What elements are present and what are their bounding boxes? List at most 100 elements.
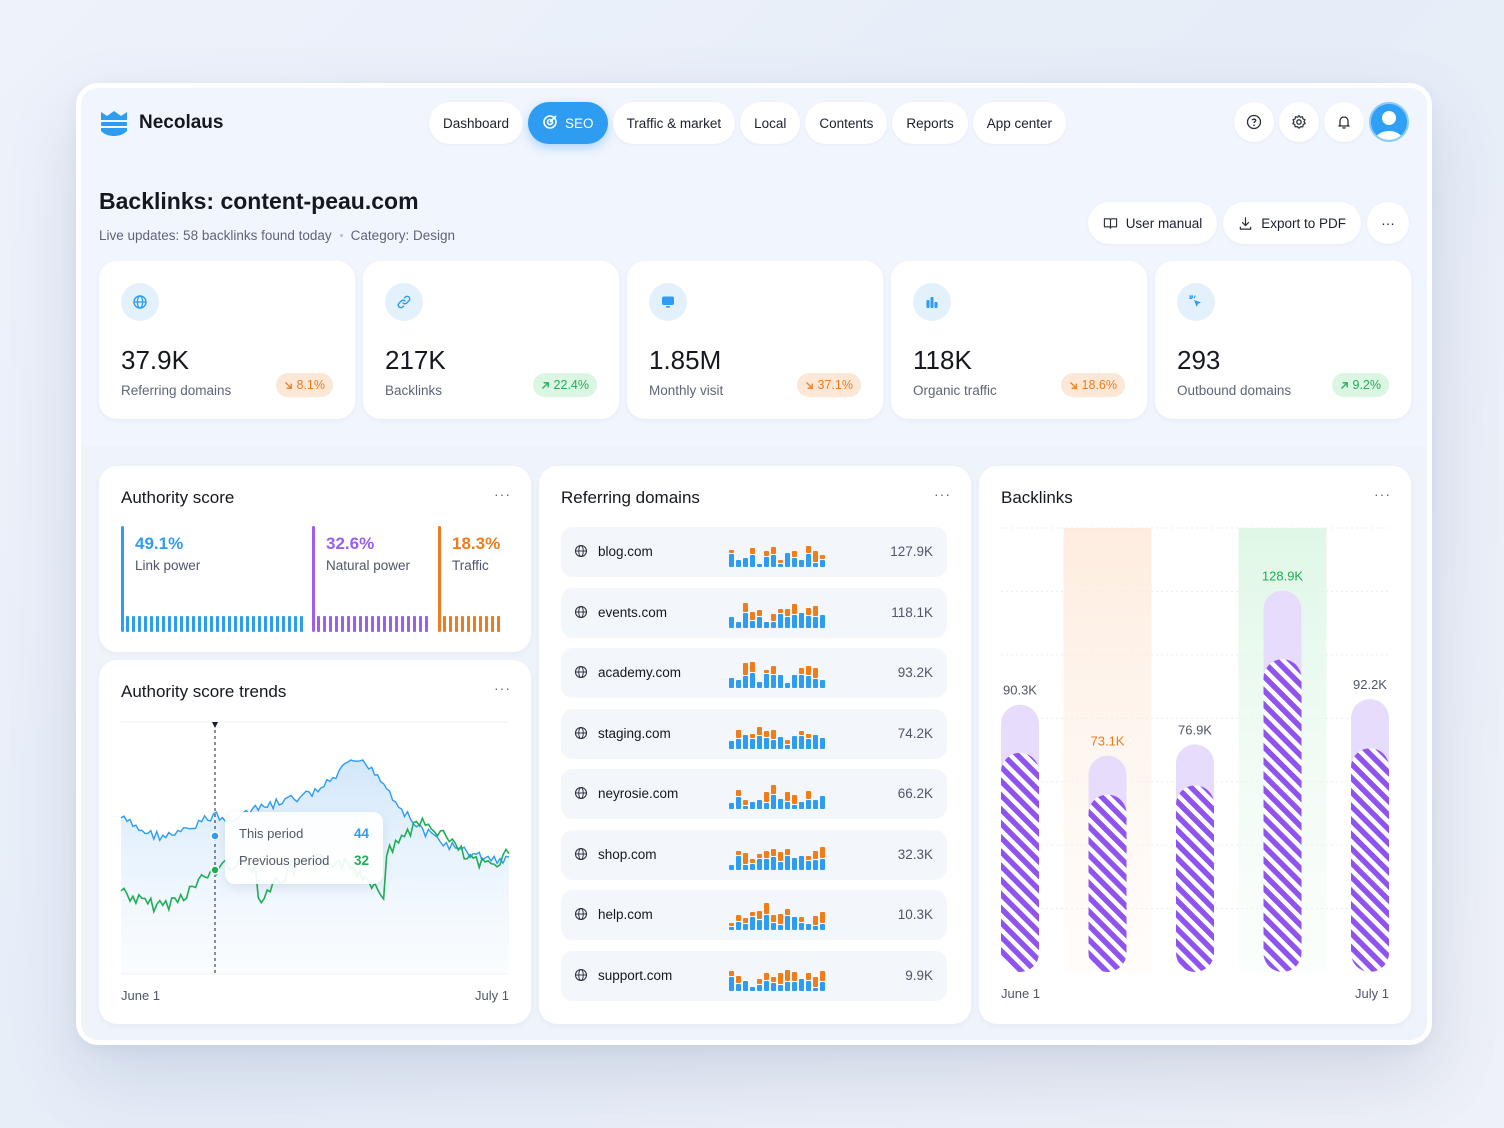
mini-bar-orange	[785, 739, 790, 744]
mini-bar-blue	[736, 922, 741, 930]
mini-bar-orange	[771, 785, 776, 794]
referring-domain-row[interactable]: staging.com 74.2K	[561, 708, 947, 759]
user-manual-button[interactable]: User manual	[1087, 202, 1218, 244]
kpi-card[interactable]: 217K Backlinks 22.4%	[363, 261, 619, 419]
mini-bar-blue	[736, 855, 741, 870]
bar[interactable]	[1263, 659, 1302, 972]
mini-bar-blue	[820, 680, 825, 688]
kpi-card[interactable]: 293 Outbound domains 9.2%	[1155, 261, 1411, 419]
mini-bar-blue	[729, 864, 734, 870]
logo[interactable]: Necolaus	[99, 108, 223, 138]
segment-line	[438, 526, 441, 632]
mini-bar-orange	[764, 903, 769, 914]
bar-value-label: 90.3K	[1003, 683, 1037, 698]
referring-domain-row[interactable]: shop.com 32.3K	[561, 829, 947, 880]
domain-name: staging.com	[598, 725, 671, 741]
authority-segment[interactable]: 32.6% Natural power	[312, 526, 438, 632]
mini-bar-orange	[813, 551, 818, 562]
referring-domain-row[interactable]: support.com 9.9K	[561, 950, 947, 1001]
mini-bar-orange	[778, 608, 783, 613]
mini-bar-blue	[771, 675, 776, 688]
mini-bar-orange	[750, 858, 755, 863]
tab-local[interactable]: Local	[740, 102, 801, 144]
bar[interactable]	[1088, 794, 1127, 972]
mini-bar-blue	[750, 917, 755, 930]
segment-line	[121, 526, 124, 632]
mini-bar-blue	[743, 734, 748, 749]
mini-bar-orange	[771, 613, 776, 621]
mini-bar-orange	[799, 730, 804, 735]
settings-button[interactable]	[1279, 102, 1319, 142]
authority-segment[interactable]: 49.1% Link power	[121, 526, 312, 632]
mini-bar-orange	[806, 546, 811, 553]
more-actions-button[interactable]: ···	[1367, 202, 1409, 244]
kpi-delta: 18.6%	[1081, 378, 1117, 392]
mini-bar-blue	[743, 558, 748, 567]
mini-bar-blue	[785, 802, 790, 809]
mini-bar-chart	[729, 903, 825, 930]
tab-label: Contents	[819, 115, 874, 131]
mini-bar-blue	[792, 558, 797, 567]
kpi-label: Organic traffic	[913, 383, 997, 398]
mini-bar-orange	[729, 550, 734, 553]
tab-dashboard[interactable]: Dashboard	[429, 102, 524, 144]
mini-bar-orange	[771, 915, 776, 922]
help-button[interactable]	[1234, 102, 1274, 142]
avatar[interactable]	[1369, 102, 1409, 142]
mini-bar-blue	[820, 737, 825, 749]
bar-value-label: 128.9K	[1262, 568, 1304, 583]
mini-bar-blue	[771, 982, 776, 991]
referring-domain-row[interactable]: help.com 10.3K	[561, 890, 947, 940]
mini-bar-blue	[771, 621, 776, 628]
app-name: Necolaus	[139, 112, 224, 133]
tab-label: App center	[986, 115, 1052, 131]
mini-bar-blue	[764, 858, 769, 870]
mini-bar-blue	[736, 983, 741, 991]
page-title: Backlinks: content-peau.com	[99, 188, 419, 214]
mini-bar-orange	[785, 969, 790, 981]
tab-reports[interactable]: Reports	[892, 102, 968, 144]
backlinks-chart[interactable]: 90.3K 73.1K 76.9K 128.9K 92.2K	[979, 466, 1411, 1024]
authority-segment[interactable]: 18.3% Traffic	[438, 526, 509, 632]
kpi-card[interactable]: 1.85M Monthly visit 37.1%	[627, 261, 883, 419]
mini-bar-blue	[729, 678, 734, 688]
mini-bar-orange	[778, 914, 783, 924]
tab-app-center[interactable]: App center	[972, 102, 1066, 144]
more-icon[interactable]: ···	[1374, 486, 1391, 502]
mini-bar-orange	[771, 666, 776, 674]
more-icon[interactable]: ···	[494, 680, 511, 696]
referring-domain-row[interactable]: events.com 118.1K	[561, 587, 947, 638]
tab-traffic-market[interactable]: Traffic & market	[612, 102, 736, 144]
export-pdf-button[interactable]: Export to PDF	[1223, 202, 1361, 244]
domain-name: events.com	[598, 604, 668, 620]
referring-domain-row[interactable]: blog.com 127.9K	[561, 527, 947, 577]
more-icon[interactable]: ···	[494, 486, 511, 502]
mini-bar-blue	[806, 800, 811, 809]
mini-bar-blue	[813, 926, 818, 930]
more-icon[interactable]: ···	[934, 486, 951, 502]
mini-bar-blue	[792, 805, 797, 809]
mini-bar-blue	[757, 920, 762, 930]
tooltip-this-label: This period	[239, 826, 304, 841]
kpi-card[interactable]: 37.9K Referring domains 8.1%	[99, 261, 355, 419]
bar[interactable]	[1176, 785, 1214, 972]
mini-bar-orange	[736, 790, 741, 796]
mini-bar-chart	[729, 602, 825, 628]
bar[interactable]	[1001, 752, 1039, 972]
referring-domain-row[interactable]: academy.com 93.2K	[561, 648, 947, 698]
mini-bar-blue	[820, 614, 825, 628]
notifications-button[interactable]	[1324, 102, 1364, 142]
mini-bar-blue	[764, 737, 769, 749]
tab-seo[interactable]: SEO	[528, 102, 608, 144]
mini-bar-blue	[757, 984, 762, 991]
kpi-label: Backlinks	[385, 383, 443, 398]
authority-score-card: Authority score ··· 49.1% Link power 32.6%…	[99, 466, 531, 652]
mini-bar-blue	[785, 616, 790, 628]
mini-bar-orange	[813, 976, 818, 987]
kpi-delta-badge: 22.4%	[532, 373, 597, 397]
tab-contents[interactable]: Contents	[805, 102, 888, 144]
referring-domain-row[interactable]: neyrosie.com 66.2K	[561, 769, 947, 819]
kpi-card[interactable]: 118K Organic traffic 18.6%	[891, 261, 1147, 419]
bar[interactable]	[1351, 748, 1389, 972]
mini-bar-orange	[813, 605, 818, 616]
